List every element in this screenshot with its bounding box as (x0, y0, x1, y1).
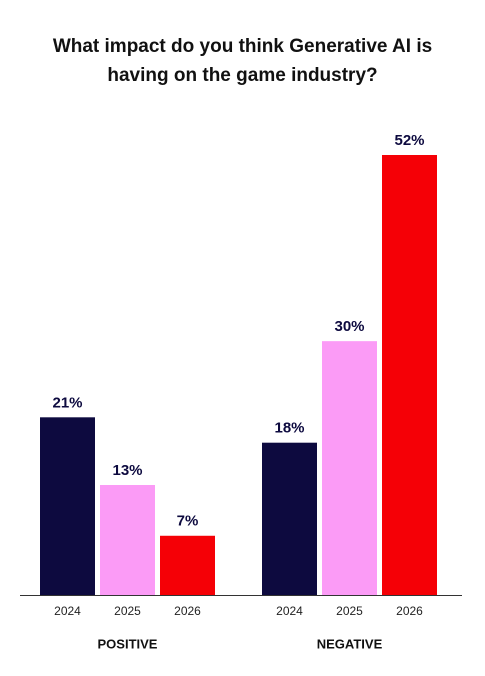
group-label: POSITIVE (98, 636, 158, 651)
x-tick-label: 2025 (114, 604, 141, 618)
value-label: 7% (177, 513, 199, 530)
bar (100, 485, 155, 595)
x-tick-label: 2026 (396, 604, 423, 618)
bar (40, 417, 95, 595)
chart-title: What impact do you think Generative AI i… (52, 36, 433, 86)
x-tick-label: 2024 (54, 604, 81, 618)
value-label: 52% (394, 132, 424, 149)
x-tick-label: 2026 (174, 604, 201, 618)
bar (262, 442, 317, 595)
x-tick-label: 2025 (336, 604, 363, 618)
group-label: NEGATIVE (317, 636, 383, 651)
value-label: 30% (334, 318, 364, 335)
value-label: 18% (274, 420, 304, 437)
x-tick-label: 2024 (276, 604, 303, 618)
bar (160, 535, 215, 595)
value-label: 13% (112, 462, 142, 479)
bar (382, 155, 437, 595)
bar (322, 341, 377, 595)
value-label: 21% (52, 394, 82, 411)
